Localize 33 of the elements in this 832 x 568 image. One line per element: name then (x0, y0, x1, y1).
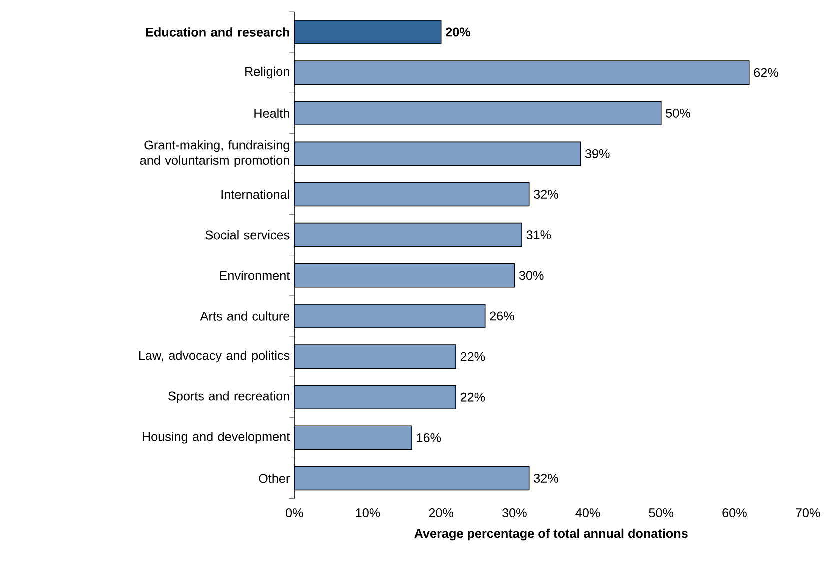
y-tick-label: Housing and development (143, 432, 290, 444)
x-tick-label: 50% (649, 508, 674, 518)
y-tick-label: Law, advocacy and politics (140, 350, 290, 363)
data-label: 31% (526, 230, 552, 240)
x-axis-title: Average percentage of total annual donations (414, 528, 688, 541)
y-tick-label: Sports and recreation (168, 391, 290, 404)
data-label: 26% (490, 312, 514, 321)
y-tick-label: Grant-making, fundraising and voluntarism promotion (140, 140, 290, 168)
y-tick-label: Health (254, 108, 290, 118)
y-tick-label: Arts and culture (200, 312, 290, 321)
y-tick-label: Religion (246, 66, 290, 79)
x-tick-label: 40% (576, 508, 600, 518)
data-label: 22% (460, 392, 486, 402)
data-label: 30% (519, 271, 544, 280)
x-tick-label: 70% (796, 508, 820, 518)
data-label: 20% (446, 28, 471, 37)
y-tick-label: Environment (220, 271, 290, 280)
data-label: 22% (460, 352, 486, 362)
x-tick-label: 30% (502, 508, 527, 518)
y-tick-label: Other (259, 474, 290, 484)
x-tick-label: 20% (429, 508, 454, 518)
data-label: 16% (417, 433, 442, 442)
data-label: 50% (666, 108, 690, 118)
y-tick-label: International (222, 190, 290, 200)
x-tick-label: 0% (286, 508, 304, 518)
data-label: 32% (534, 474, 558, 483)
data-label: 62% (754, 68, 778, 78)
y-tick-label: Social services (206, 230, 290, 240)
data-label: 32% (534, 190, 558, 200)
x-tick-label: 60% (722, 508, 747, 518)
data-label: 39% (585, 150, 610, 158)
y-tick-label: Education and research (146, 28, 290, 37)
x-tick-label: 10% (356, 508, 380, 518)
